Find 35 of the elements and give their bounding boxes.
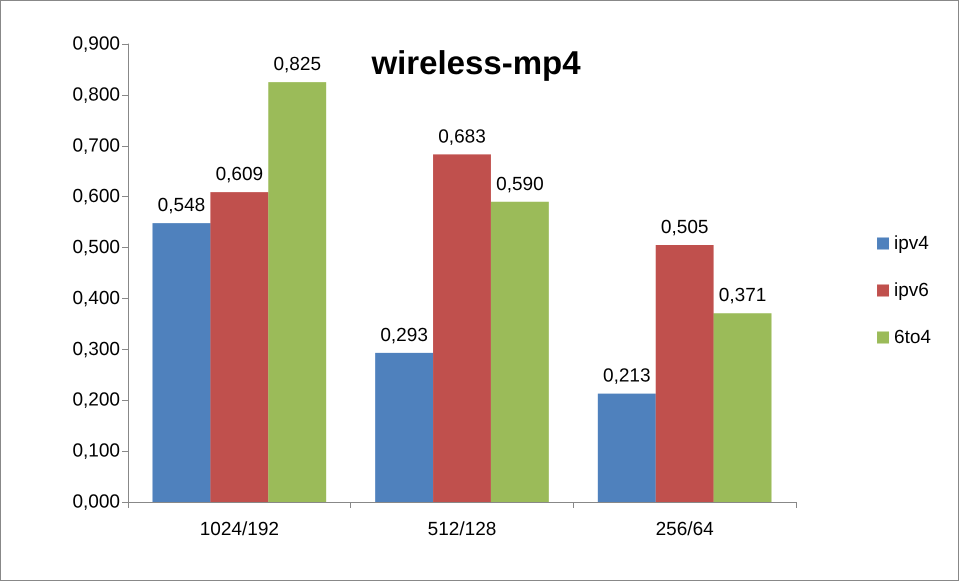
- bar: [152, 223, 210, 502]
- y-tick-label: 0,400: [72, 288, 120, 309]
- bar: [210, 192, 268, 502]
- y-tick-label: 0,600: [72, 186, 120, 208]
- legend-label: ipv6: [894, 280, 929, 301]
- y-tick-label: 0,900: [72, 34, 120, 54]
- x-tick-label: 256/64: [656, 519, 714, 540]
- data-label: 0,590: [496, 174, 544, 195]
- data-label: 0,293: [380, 324, 428, 346]
- bar: [490, 202, 549, 502]
- data-label: 0,213: [603, 366, 651, 387]
- data-label: 0,371: [718, 285, 766, 306]
- bar: [433, 154, 491, 502]
- chart-title: wireless-mp4: [370, 44, 582, 81]
- y-tick-label: 0,700: [72, 135, 120, 156]
- x-tick-label: 1024/192: [200, 519, 279, 540]
- y-tick-label: 0,300: [72, 338, 120, 360]
- y-tick-label: 0,100: [72, 440, 120, 462]
- y-tick-label: 0,200: [72, 390, 120, 411]
- data-label: 0,683: [438, 126, 486, 148]
- y-tick-label: 0,800: [72, 84, 120, 106]
- legend-label: ipv4: [894, 233, 930, 254]
- data-label: 0,548: [158, 195, 206, 216]
- y-tick-label: 0,500: [72, 237, 120, 258]
- bar: [656, 245, 714, 502]
- data-label: 0,609: [216, 164, 264, 186]
- legend-label: 6to4: [894, 327, 932, 348]
- bar: [714, 313, 772, 502]
- bar: [598, 394, 656, 502]
- data-label: 0,505: [660, 217, 708, 238]
- y-tick-label: 0,000: [72, 492, 120, 512]
- bar: [268, 82, 326, 502]
- bar: [375, 352, 434, 502]
- data-label: 0,825: [273, 54, 321, 76]
- x-tick-label: 512/128: [428, 519, 496, 540]
